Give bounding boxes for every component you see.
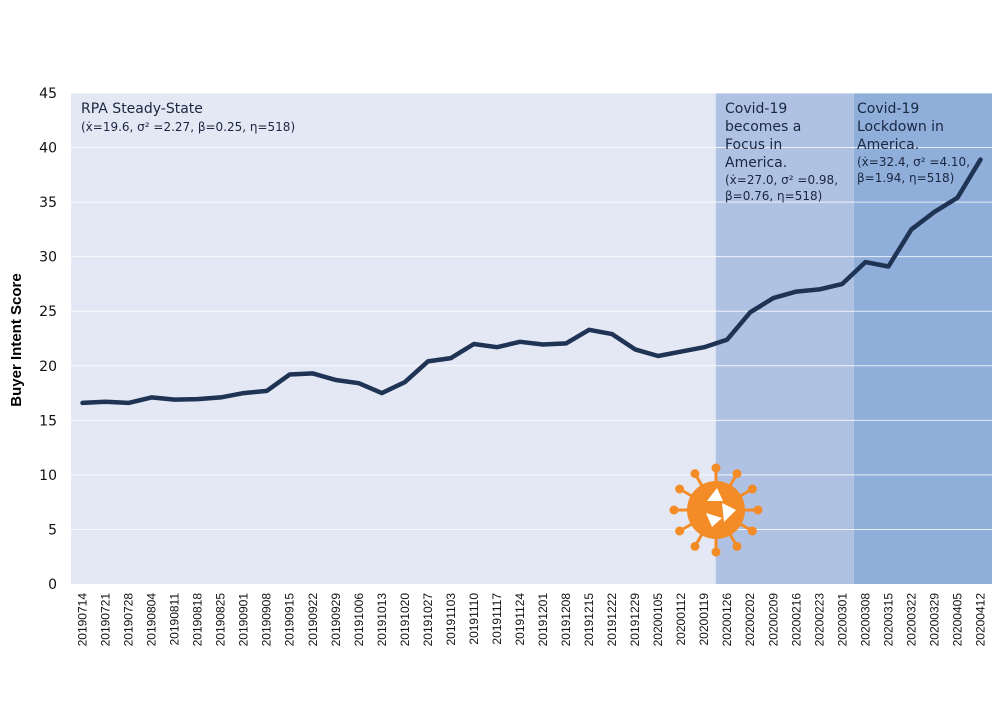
virus-icon xyxy=(669,463,763,557)
x-tick-label: 20190728 xyxy=(122,593,136,647)
y-tick-label: 20 xyxy=(39,359,57,375)
x-tick-label: 20200322 xyxy=(904,593,918,647)
x-tick-label: 20190901 xyxy=(237,593,251,647)
y-axis-ticks: 0 5 10 15 20 25 30 35 40 45 xyxy=(39,86,57,593)
y-tick-label: 25 xyxy=(39,304,57,320)
chart-regions xyxy=(71,93,992,584)
focus-stats-line-1: (ẋ=27.0, σ² =0.98, xyxy=(725,173,838,187)
y-axis-label: Buyer Intent Score xyxy=(8,273,25,406)
x-tick-label: 20200405 xyxy=(950,593,964,647)
x-tick-label: 20200209 xyxy=(766,593,780,647)
x-tick-label: 20190818 xyxy=(191,593,205,647)
x-tick-label: 20191208 xyxy=(559,593,573,647)
x-tick-label: 20190714 xyxy=(76,593,90,647)
x-tick-label: 20190915 xyxy=(283,593,297,647)
annotation-lockdown: Covid-19 Lockdown in America. (ẋ=32.4, σ… xyxy=(857,101,970,185)
x-tick-label: 20191229 xyxy=(628,593,642,647)
x-tick-label: 20200105 xyxy=(651,593,665,647)
x-tick-label: 20191117 xyxy=(490,593,504,645)
x-tick-label: 20191201 xyxy=(536,593,550,647)
x-tick-label: 20190922 xyxy=(306,593,320,647)
x-tick-label: 20191215 xyxy=(582,593,596,647)
x-tick-label: 20191222 xyxy=(605,593,619,647)
x-tick-label: 20200301 xyxy=(835,593,849,647)
x-tick-label: 20200126 xyxy=(720,593,734,647)
x-tick-label: 20200412 xyxy=(973,593,987,647)
focus-heading-line-1: Covid-19 xyxy=(725,101,787,117)
x-tick-label: 20191020 xyxy=(398,593,412,647)
x-tick-label: 20200315 xyxy=(881,593,895,647)
focus-heading-line-4: America. xyxy=(725,155,787,171)
x-tick-label: 20200119 xyxy=(697,593,711,646)
y-tick-label: 40 xyxy=(39,141,57,157)
x-tick-label: 20191124 xyxy=(513,593,527,646)
x-tick-label: 20190825 xyxy=(214,593,228,647)
series-line xyxy=(80,157,983,406)
x-tick-label: 20191013 xyxy=(375,593,389,647)
annotation-covid-focus: Covid-19 becomes a Focus in America. (ẋ=… xyxy=(725,101,838,203)
lockdown-heading-line-1: Covid-19 xyxy=(857,101,919,117)
steady-state-heading: RPA Steady-State xyxy=(81,101,203,117)
x-tick-label: 20191027 xyxy=(421,593,435,647)
x-tick-label: 20200202 xyxy=(743,593,757,647)
region-steady xyxy=(71,93,716,584)
lockdown-stats-line-1: (ẋ=32.4, σ² =4.10, xyxy=(857,155,970,169)
x-tick-label: 20190908 xyxy=(260,593,274,647)
x-tick-label: 20190804 xyxy=(145,593,159,647)
x-tick-label: 20190929 xyxy=(329,593,343,647)
x-tick-label: 20190811 xyxy=(168,593,182,646)
x-tick-label: 20191103 xyxy=(444,593,458,646)
lockdown-heading-line-3: America. xyxy=(857,137,919,153)
y-tick-label: 5 xyxy=(48,522,57,538)
y-tick-label: 35 xyxy=(39,195,57,211)
series-buyer-intent xyxy=(80,157,983,406)
x-tick-label: 20200329 xyxy=(927,593,941,647)
y-tick-label: 45 xyxy=(39,86,57,102)
annotation-steady-state: RPA Steady-State (ẋ=19.6, σ² =2.27, β=0.… xyxy=(81,101,295,134)
focus-stats-line-2: β=0.76, η=518) xyxy=(725,189,822,203)
x-tick-label: 20200112 xyxy=(674,593,688,646)
x-tick-label: 20200216 xyxy=(789,593,803,647)
x-axis-ticks: 20190714 20190721 20190728 20190804 20190811… xyxy=(76,593,988,647)
y-tick-label: 15 xyxy=(39,413,57,429)
lockdown-stats-line-2: β=1.94, η=518) xyxy=(857,171,954,185)
focus-heading-line-2: becomes a xyxy=(725,119,801,135)
y-tick-label: 30 xyxy=(39,250,57,266)
lockdown-heading-line-2: Lockdown in xyxy=(857,119,944,135)
grid-lines xyxy=(71,92,992,530)
focus-heading-line-3: Focus in xyxy=(725,137,782,153)
x-tick-label: 20200308 xyxy=(858,593,872,647)
x-tick-label: 20191006 xyxy=(352,593,366,647)
y-tick-label: 0 xyxy=(48,577,57,593)
y-tick-label: 10 xyxy=(39,468,57,484)
x-tick-label: 20191110 xyxy=(467,593,481,645)
x-tick-label: 20190721 xyxy=(99,593,113,647)
x-tick-label: 20200223 xyxy=(812,593,826,647)
steady-state-stats: (ẋ=19.6, σ² =2.27, β=0.25, η=518) xyxy=(81,120,295,134)
